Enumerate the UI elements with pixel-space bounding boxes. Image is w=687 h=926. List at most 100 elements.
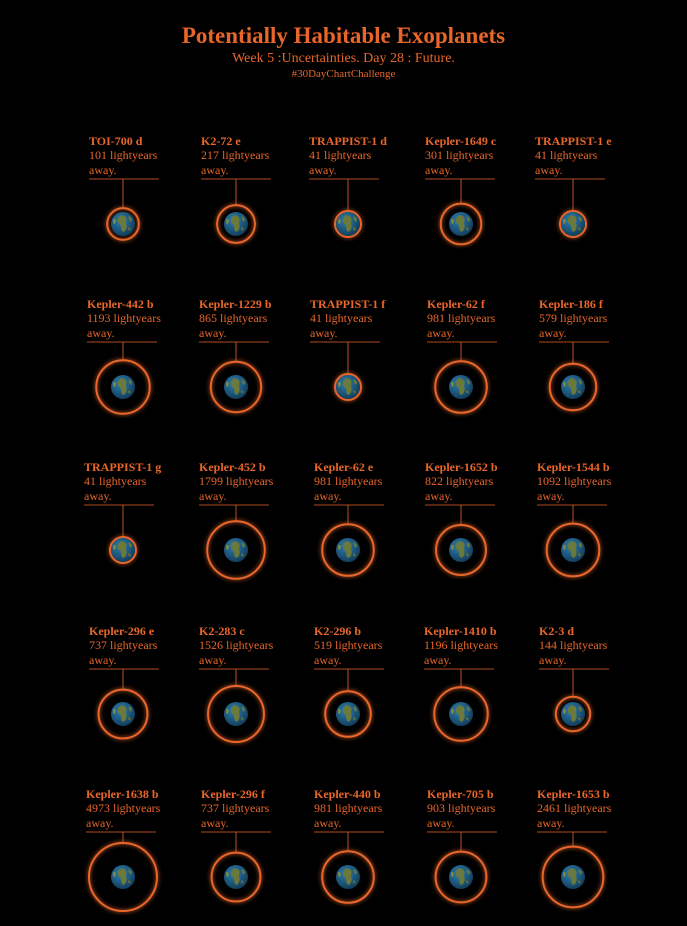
planet-distance: 981 lightyears (427, 311, 496, 325)
away-label: away. (87, 326, 115, 340)
planet-distance: 2461 lightyears (537, 801, 612, 815)
distance-ring (439, 202, 483, 246)
chart-subtitle: Week 5 :Uncertainties. Day 28 : Future. (232, 51, 455, 66)
planet-distance: 101 lightyears (89, 148, 158, 162)
planet-distance: 737 lightyears (89, 638, 158, 652)
planet-distance: 1193 lightyears (87, 311, 161, 325)
planet-name: TRAPPIST-1 e (535, 134, 612, 148)
distance-ring (324, 690, 372, 738)
planet-name: K2-296 b (314, 624, 361, 638)
planet-name: Kepler-1544 b (537, 460, 610, 474)
distance-ring (210, 851, 262, 903)
planet-name: Kepler-296 f (201, 787, 266, 801)
away-label: away. (199, 489, 227, 503)
planet-name: Kepler-1229 b (199, 297, 272, 311)
distance-ring (209, 360, 263, 414)
planet-name: Kepler-296 e (89, 624, 155, 638)
distance-ring (206, 520, 266, 580)
chart-title: Potentially Habitable Exoplanets (181, 23, 506, 48)
planet-name: Kepler-1649 c (425, 134, 497, 148)
away-label: away. (201, 163, 229, 177)
planet-name: K2-72 e (201, 134, 241, 148)
distance-ring (554, 695, 592, 733)
away-label: away. (425, 489, 453, 503)
planet-name: TRAPPIST-1 d (309, 134, 387, 148)
planet-name: Kepler-452 b (199, 460, 266, 474)
planet-distance: 41 lightyears (309, 148, 372, 162)
planet-name: Kepler-440 b (314, 787, 381, 801)
planet-distance: 519 lightyears (314, 638, 383, 652)
away-label: away. (89, 163, 117, 177)
away-label: away. (539, 653, 567, 667)
planet-distance: 822 lightyears (425, 474, 494, 488)
away-label: away. (314, 816, 342, 830)
planet-distance: 41 lightyears (310, 311, 373, 325)
distance-ring (334, 373, 362, 401)
planet-distance: 1196 lightyears (424, 638, 498, 652)
planet-name: K2-3 d (539, 624, 574, 638)
planet-distance: 217 lightyears (201, 148, 270, 162)
away-label: away. (201, 816, 229, 830)
planet-name: Kepler-1410 b (424, 624, 497, 638)
distance-ring (334, 210, 362, 238)
away-label: away. (199, 653, 227, 667)
planet-distance: 1092 lightyears (537, 474, 612, 488)
distance-ring (97, 688, 149, 740)
distance-ring (435, 524, 487, 576)
away-label: away. (424, 653, 452, 667)
away-label: away. (309, 163, 337, 177)
distance-ring (545, 522, 601, 578)
distance-ring (109, 536, 137, 564)
away-label: away. (537, 816, 565, 830)
planet-distance: 41 lightyears (535, 148, 598, 162)
away-label: away. (84, 489, 112, 503)
planet-name: Kepler-1638 b (86, 787, 159, 801)
distance-ring (541, 845, 605, 909)
planet-distance: 981 lightyears (314, 801, 383, 815)
chart-hashtag: #30DayChartChallenge (291, 68, 396, 80)
planet-name: Kepler-705 b (427, 787, 494, 801)
planet-distance: 41 lightyears (84, 474, 147, 488)
planet-distance: 1799 lightyears (199, 474, 274, 488)
distance-ring (434, 360, 488, 414)
away-label: away. (537, 489, 565, 503)
planet-distance: 981 lightyears (314, 474, 383, 488)
planet-name: Kepler-1652 b (425, 460, 498, 474)
away-label: away. (86, 816, 114, 830)
distance-ring (216, 204, 256, 244)
planet-name: Kepler-62 f (427, 297, 486, 311)
distance-ring (88, 842, 158, 912)
distance-ring (321, 523, 375, 577)
distance-ring (95, 359, 151, 415)
away-label: away. (199, 326, 227, 340)
away-label: away. (310, 326, 338, 340)
planet-name: TOI-700 d (89, 134, 143, 148)
distance-ring (434, 850, 488, 904)
planet-name: Kepler-186 f (539, 297, 604, 311)
planet-distance: 579 lightyears (539, 311, 608, 325)
planet-name: Kepler-1653 b (537, 787, 610, 801)
planet-distance: 301 lightyears (425, 148, 494, 162)
away-label: away. (427, 816, 455, 830)
